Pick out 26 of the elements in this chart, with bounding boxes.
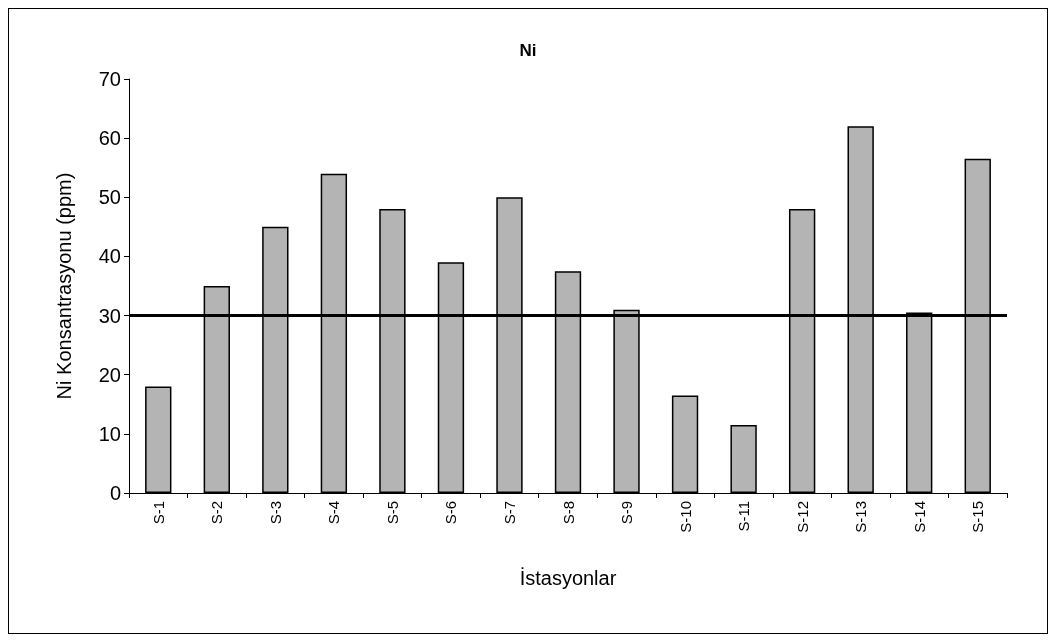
x-tick-label: S-13	[852, 501, 870, 533]
x-tick-label: S-12	[793, 501, 811, 533]
x-tick-label: S-1	[149, 501, 167, 525]
x-tick-label: S-8	[559, 501, 577, 525]
x-tick-label: S-4	[325, 501, 343, 525]
y-tick-label: 30	[98, 304, 121, 327]
x-tick-label: S-5	[383, 501, 401, 525]
y-tick-label: 20	[98, 363, 121, 386]
y-tick-label: 40	[98, 245, 121, 268]
y-tick-label: 10	[98, 422, 121, 445]
y-axis-title: Ni Konsantrasyonu (ppm)	[53, 172, 75, 400]
y-tick-label: 0	[109, 482, 121, 504]
y-tick-label: 50	[98, 186, 121, 209]
x-tick-label: S-10	[676, 501, 694, 533]
y-tick-label: 70	[98, 68, 121, 90]
x-axis-title: İstasyonlar	[519, 567, 617, 589]
x-tick-label: S-15	[969, 501, 987, 533]
x-tick-label: S-11	[735, 501, 753, 532]
x-tick-label: S-2	[208, 501, 226, 525]
x-tick-label: S-9	[618, 501, 636, 525]
x-tick-label: S-6	[442, 501, 460, 525]
x-tick-label: S-7	[500, 501, 518, 525]
y-tick-label: 60	[98, 127, 121, 150]
x-tick-label: S-3	[266, 501, 284, 525]
chart-title: Ni	[519, 41, 537, 60]
x-tick-label: S-14	[910, 501, 928, 533]
